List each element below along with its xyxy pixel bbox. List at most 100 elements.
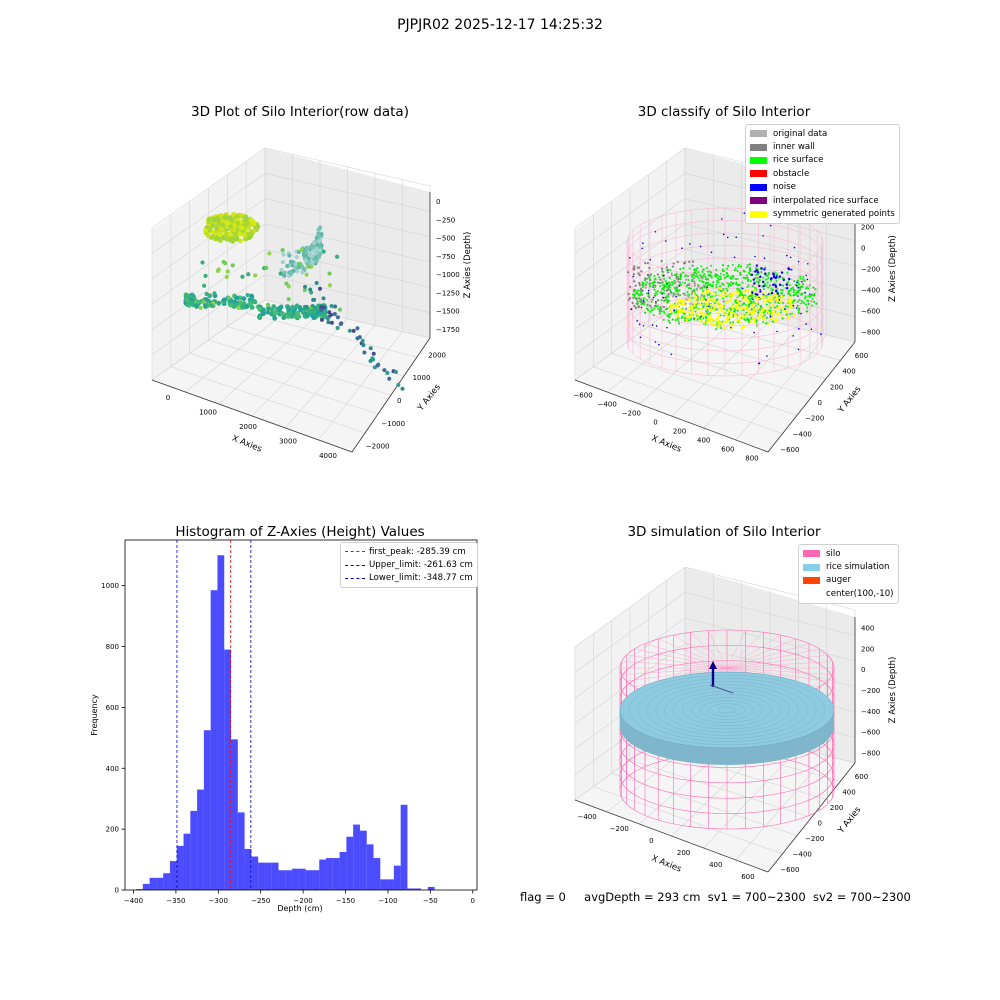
classified-point xyxy=(652,281,656,284)
scatter-point xyxy=(224,236,230,242)
classified-point xyxy=(785,310,789,313)
classified-point xyxy=(767,271,770,274)
classified-point xyxy=(636,319,638,322)
classified-point xyxy=(688,267,691,270)
classified-point xyxy=(643,297,646,300)
classified-point xyxy=(709,303,713,307)
classified-point xyxy=(681,281,684,284)
classified-point xyxy=(646,262,649,265)
classified-point xyxy=(671,283,674,286)
silo-roof-spoke xyxy=(726,638,796,669)
scatter-point xyxy=(216,222,221,227)
classified-point xyxy=(770,279,773,282)
z-tick-label: 0 xyxy=(861,245,865,253)
classified-point xyxy=(808,293,811,295)
x-tick-label: 4000 xyxy=(319,452,337,460)
scatter-point xyxy=(265,302,271,307)
classified-point xyxy=(735,306,739,310)
scatter-point xyxy=(288,259,294,264)
z-tick-label: −800 xyxy=(861,750,880,758)
scatter-point xyxy=(183,293,189,299)
classified-point xyxy=(670,353,673,356)
y-tick-label: 800 xyxy=(106,643,119,651)
floor-grid-line xyxy=(735,334,827,441)
y-tick-label: −600 xyxy=(780,866,799,874)
classified-point xyxy=(666,282,668,285)
legend-entry: interpolated rice surface xyxy=(750,194,895,207)
classified-point xyxy=(757,317,761,320)
classified-point xyxy=(736,299,739,303)
classified-point xyxy=(685,298,688,301)
classified-point xyxy=(775,289,778,293)
classified-point xyxy=(678,294,681,297)
classified-point xyxy=(633,265,636,268)
classified-point xyxy=(649,285,652,288)
classified-point xyxy=(655,300,657,303)
classified-point xyxy=(716,280,719,284)
classified-point xyxy=(696,299,699,302)
classified-point xyxy=(806,278,809,281)
scatter-point xyxy=(290,304,296,310)
classified-point xyxy=(751,303,755,307)
classified-point xyxy=(676,260,679,263)
classified-point xyxy=(808,284,811,287)
classified-point xyxy=(650,306,653,309)
classified-point xyxy=(734,299,737,302)
classified-point xyxy=(768,309,771,312)
classified-point xyxy=(725,275,728,278)
classified-point xyxy=(672,294,675,297)
classified-point xyxy=(789,256,792,259)
floor-grid-line xyxy=(318,331,403,441)
classified-point xyxy=(634,289,637,292)
legend-swatch xyxy=(803,576,820,584)
classified-point xyxy=(763,311,766,314)
classified-point xyxy=(733,256,736,259)
z-tick-label: −1500 xyxy=(436,308,460,316)
classified-point xyxy=(766,298,770,302)
scatter-point xyxy=(382,368,387,373)
classified-point xyxy=(747,321,751,324)
classified-point xyxy=(731,293,735,297)
classified-point xyxy=(699,245,702,248)
classified-point xyxy=(782,294,786,297)
classified-point xyxy=(664,308,667,311)
classified-point xyxy=(679,273,682,276)
scatter-point xyxy=(281,252,286,257)
scatter-point xyxy=(264,265,269,270)
classified-point xyxy=(637,272,640,275)
scatter-point xyxy=(244,216,250,222)
classified-point xyxy=(716,273,719,276)
x-tick-label: 0 xyxy=(166,394,170,402)
legend-entry: auger xyxy=(803,574,894,587)
classified-point xyxy=(693,317,696,320)
z-tick-label: −1000 xyxy=(436,271,460,279)
classified-point xyxy=(798,298,801,302)
classified-point xyxy=(737,291,740,295)
classified-point xyxy=(788,296,792,300)
histogram-bar xyxy=(149,877,157,890)
classified-point xyxy=(677,320,680,323)
histogram-bar xyxy=(326,858,333,890)
classified-point xyxy=(657,308,660,311)
classified-point xyxy=(765,309,769,313)
scatter-point xyxy=(244,220,250,226)
classified-point xyxy=(693,272,696,275)
z-tick-label: 200 xyxy=(861,224,874,232)
classified-point xyxy=(731,322,735,326)
left-grid-line xyxy=(151,173,266,254)
scatter-point xyxy=(335,325,340,330)
classified-point xyxy=(703,297,706,300)
z-tick-label: −600 xyxy=(861,729,880,737)
classified-point xyxy=(725,287,728,290)
scatter-point xyxy=(231,211,236,217)
classified-point xyxy=(796,291,799,294)
classified-point xyxy=(709,317,713,320)
scatter-point xyxy=(288,271,293,277)
scatter-point xyxy=(201,299,206,304)
classified-point xyxy=(632,290,636,293)
classified-point xyxy=(781,296,784,299)
classified-point xyxy=(708,319,711,322)
classified-point xyxy=(734,267,737,270)
classified-point xyxy=(709,290,713,294)
scatter-point xyxy=(222,297,227,303)
